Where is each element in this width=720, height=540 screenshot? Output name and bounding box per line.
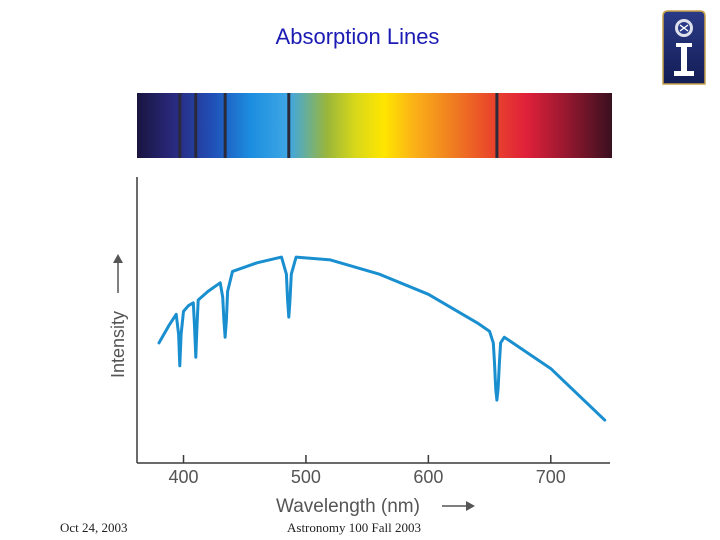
university-seal-icon bbox=[662, 10, 706, 85]
x-tick-label-400: 400 bbox=[168, 467, 198, 487]
intensity-curve bbox=[157, 255, 607, 422]
footer-date: Oct 24, 2003 bbox=[60, 520, 128, 535]
y-axis-arrowhead bbox=[113, 254, 123, 263]
x-tick-label-500: 500 bbox=[291, 467, 321, 487]
x-tick-label-600: 600 bbox=[413, 467, 443, 487]
x-axis-arrowhead bbox=[466, 501, 475, 511]
x-tick-label-700: 700 bbox=[536, 467, 566, 487]
footer-course: Astronomy 100 Fall 2003 bbox=[287, 520, 421, 535]
spectrum-strip bbox=[137, 93, 612, 158]
chart-axes bbox=[136, 177, 610, 464]
x-axis-label: Wavelength (nm) bbox=[276, 496, 420, 517]
slide-title: Absorption Lines bbox=[275, 24, 440, 49]
x-ticks: 400 500 600 700 bbox=[168, 455, 566, 487]
spectrum-absorption-lines bbox=[178, 93, 499, 158]
y-axis-label: Intensity bbox=[108, 311, 128, 378]
